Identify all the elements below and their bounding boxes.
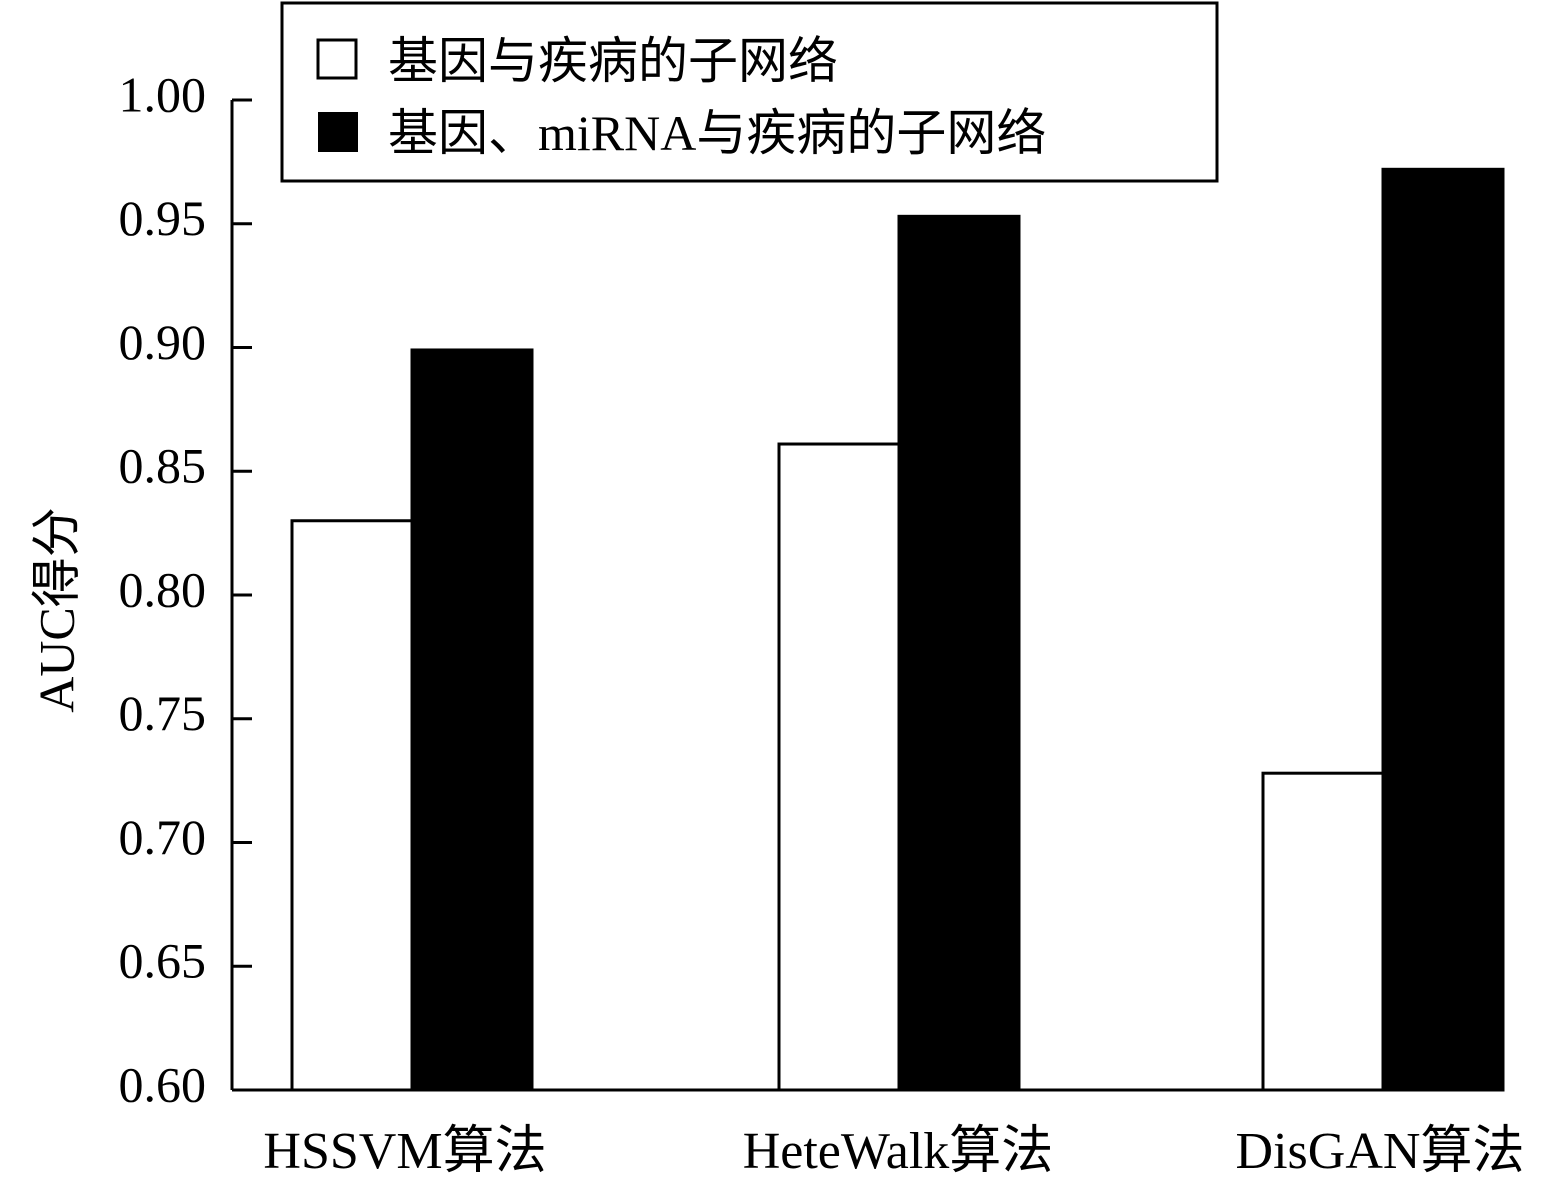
y-tick-label: 1.00 (119, 66, 207, 122)
y-tick-label: 0.85 (119, 438, 207, 494)
bar-series-1-category-3 (1261, 771, 1385, 1092)
x-axis-category-labels: HSSVM算法 HeteWalk算法 DisGAN算法 (263, 1123, 1524, 1180)
bars-group (290, 167, 1505, 1092)
legend-label-series-2: 基因、miRNA与疾病的子网络 (388, 105, 1046, 161)
legend-swatch-series-1 (316, 38, 358, 80)
x-category-label: HeteWalk算法 (743, 1123, 1054, 1180)
bar-series-2-category-2 (897, 214, 1021, 1092)
bar-series-2-category-3 (1381, 167, 1505, 1092)
legend: 基因与疾病的子网络 基因、miRNA与疾病的子网络 (280, 1, 1219, 183)
legend-label-series-1: 基因与疾病的子网络 (388, 33, 838, 89)
bar-series-2-category-1 (410, 348, 534, 1092)
y-tick-label: 0.75 (119, 685, 207, 741)
y-tick-label: 0.95 (119, 190, 207, 246)
y-axis-title: AUC得分 (28, 507, 84, 713)
y-tick-label: 0.65 (119, 933, 207, 989)
legend-swatch-series-2 (318, 112, 358, 152)
x-category-label: DisGAN算法 (1236, 1123, 1525, 1180)
y-tick-label: 0.80 (119, 561, 207, 617)
y-axis-ticks: 0.60 0.65 0.70 0.75 0.80 0.85 0.90 0.95 1.00 (119, 66, 252, 1112)
bar-series-1-category-2 (777, 442, 901, 1092)
y-tick-label: 0.70 (119, 809, 207, 865)
y-tick-label: 0.90 (119, 314, 207, 370)
y-tick-label: 0.60 (119, 1056, 207, 1112)
legend-box (280, 1, 1219, 183)
x-category-label: HSSVM算法 (263, 1123, 546, 1180)
bar-series-1-category-1 (290, 519, 414, 1092)
